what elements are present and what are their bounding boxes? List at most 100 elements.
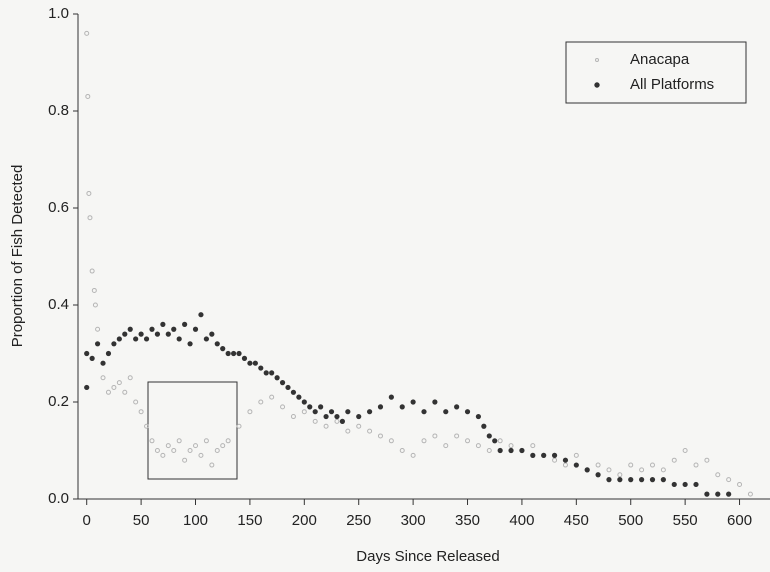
y-tick-label: 0.8 (48, 102, 69, 119)
x-tick-label: 450 (564, 512, 589, 529)
y-tick-label: 0.0 (48, 490, 69, 507)
data-point (693, 481, 699, 488)
data-point (334, 418, 340, 424)
data-point (486, 448, 492, 453)
data-point (562, 462, 568, 468)
data-point (198, 312, 204, 318)
data-point (377, 404, 384, 410)
data-point (149, 326, 155, 332)
data-point (149, 438, 155, 444)
data-point (285, 384, 291, 391)
data-point (693, 462, 699, 468)
data-point (279, 380, 286, 386)
data-point (100, 375, 106, 381)
x-tick-label: 300 (401, 512, 426, 529)
data-point (639, 477, 645, 483)
x-tick-label: 500 (618, 512, 643, 529)
data-point (176, 438, 182, 444)
data-point (475, 443, 481, 449)
data-point (595, 472, 601, 478)
data-point (241, 355, 248, 361)
data-point (606, 477, 612, 483)
data-point (95, 326, 101, 332)
data-point (606, 467, 612, 473)
data-point (154, 448, 160, 453)
data-point (84, 384, 90, 391)
data-point (443, 409, 449, 415)
data-point (465, 438, 471, 444)
data-point (671, 481, 677, 488)
data-point (192, 326, 199, 332)
data-point (138, 409, 144, 415)
data-point (274, 375, 280, 381)
data-point (628, 462, 634, 468)
data-point (492, 438, 498, 444)
data-point (562, 457, 569, 463)
data-point (552, 457, 558, 463)
data-point (225, 438, 231, 444)
data-point (323, 413, 329, 420)
data-point (617, 477, 623, 483)
x-tick-label: 250 (346, 512, 371, 529)
data-point (432, 433, 438, 439)
data-point (127, 375, 133, 381)
data-point (367, 428, 373, 434)
y-axis-label: Proportion of Fish Detected (9, 165, 26, 348)
x-tick-label: 50 (133, 512, 150, 529)
legend-box (565, 41, 747, 104)
data-point (89, 268, 95, 274)
data-point (497, 438, 503, 444)
data-point (454, 404, 460, 410)
data-point (356, 423, 362, 429)
data-point (704, 457, 710, 463)
data-point (89, 355, 95, 361)
data-point (258, 399, 264, 405)
data-point (203, 336, 209, 342)
data-point (508, 447, 514, 454)
data-point (133, 336, 139, 342)
data-point (628, 477, 634, 483)
x-tick-label: 550 (673, 512, 698, 529)
data-point (356, 413, 362, 420)
data-point (203, 438, 209, 444)
data-point (312, 418, 318, 424)
data-point (388, 438, 394, 444)
data-point (617, 472, 623, 478)
data-point (85, 93, 91, 99)
data-point (649, 477, 656, 483)
data-point (726, 491, 732, 497)
data-point (318, 404, 324, 410)
data-point (198, 452, 204, 458)
data-point (111, 384, 117, 390)
data-point (399, 448, 405, 453)
x-tick-label: 400 (509, 512, 534, 529)
data-point (410, 452, 416, 458)
data-point (334, 413, 340, 420)
data-point (171, 326, 177, 332)
data-point (220, 443, 226, 449)
data-point (263, 370, 269, 376)
data-point (290, 414, 296, 420)
data-point (410, 399, 416, 405)
data-point (225, 350, 231, 357)
data-point (94, 341, 101, 347)
data-point (481, 423, 487, 429)
data-point (209, 331, 215, 337)
data-point (87, 215, 93, 221)
x-tick-label: 200 (292, 512, 317, 529)
data-point (323, 423, 329, 429)
data-point (84, 350, 90, 357)
data-point (182, 457, 188, 463)
data-point (307, 404, 313, 410)
data-point (111, 341, 117, 347)
data-point (595, 462, 601, 468)
data-point (639, 467, 645, 473)
data-point (220, 346, 226, 352)
inset-marker (147, 381, 238, 480)
x-tick-label: 350 (455, 512, 480, 529)
data-point (171, 448, 177, 453)
data-point (421, 409, 427, 415)
data-point (747, 491, 753, 497)
data-point (258, 365, 264, 371)
data-point (726, 477, 732, 483)
